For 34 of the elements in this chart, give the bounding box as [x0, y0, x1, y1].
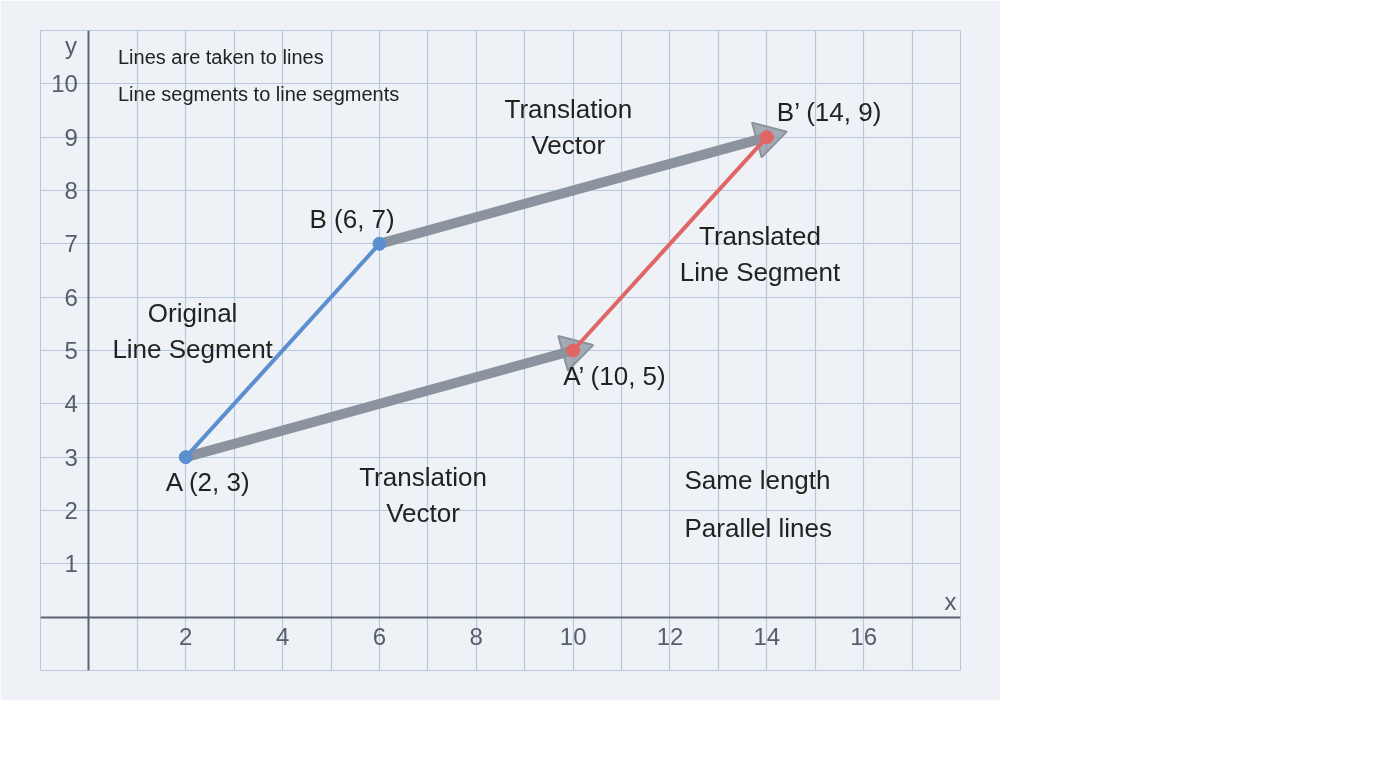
x-tick-label: 6	[372, 623, 387, 651]
annotation: Translated Line Segment	[679, 220, 841, 287]
x-tick-label: 4	[275, 623, 290, 651]
y-tick-label: 3	[64, 443, 78, 471]
annotation: Lines are taken to lines	[117, 45, 324, 68]
y-tick-label: 2	[64, 497, 78, 524]
annotation: Original Line Segment	[112, 297, 274, 364]
point	[372, 236, 387, 251]
annotation: Translation Vector	[504, 93, 633, 160]
point	[178, 450, 193, 465]
annotation: B (6, 7)	[309, 203, 395, 234]
x-axis-title: x	[944, 587, 957, 615]
x-tick-label: 16	[850, 623, 878, 651]
x-tick-label: 12	[656, 623, 684, 651]
y-tick-label: 8	[64, 177, 78, 204]
x-tick-label: 2	[179, 623, 193, 651]
y-tick-label: 10	[51, 70, 78, 98]
y-tick-label: 7	[64, 230, 78, 258]
annotation: A’ (10, 5)	[563, 360, 666, 391]
annotation: Line segments to line segments	[117, 83, 400, 106]
annotation: B’ (14, 9)	[776, 97, 882, 128]
x-tick-label: 14	[753, 623, 781, 651]
x-tick-label: 10	[559, 623, 587, 651]
annotation: A (2, 3)	[165, 467, 250, 498]
y-tick-label: 4	[64, 390, 78, 418]
annotation: Same length	[684, 464, 831, 495]
y-axis-title: y	[64, 31, 77, 59]
y-tick-label: 1	[64, 550, 78, 578]
x-tick-label: 8	[469, 623, 483, 651]
y-tick-label: 9	[64, 123, 78, 151]
y-tick-label: 6	[64, 283, 78, 311]
y-tick-label: 5	[64, 337, 78, 364]
annotation: Parallel lines	[684, 512, 832, 543]
annotation: Translation Vector	[359, 461, 487, 528]
